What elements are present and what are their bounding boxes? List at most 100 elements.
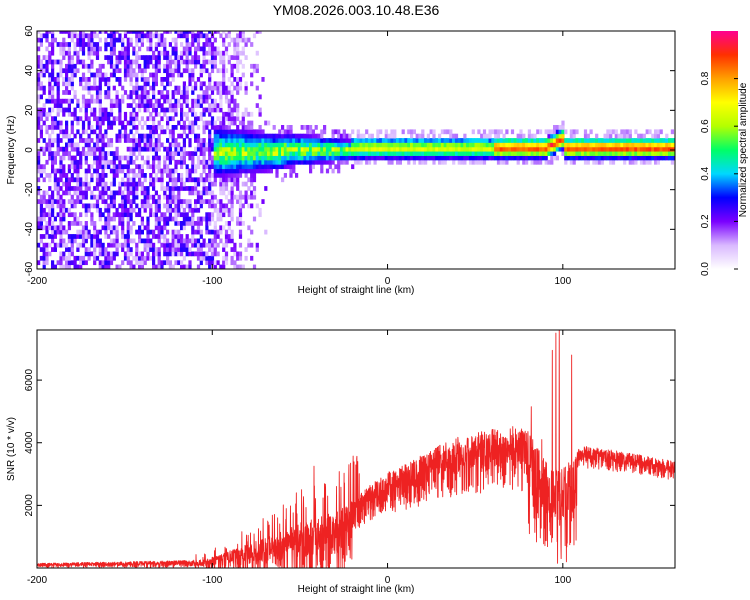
heatmap-cell [502,151,506,156]
heatmap-cell [404,146,408,152]
heatmap-cell [76,247,80,252]
heatmap-cell [272,164,276,170]
heatmap-cell [152,199,156,204]
heatmap-cell [210,116,215,122]
heatmap-cell [617,155,621,161]
heatmap-cell [645,142,649,148]
heatmap-cell [166,98,170,104]
heatmap-cell [81,190,86,196]
heatmap-cell [353,142,358,148]
heatmap-cell [519,155,523,161]
heatmap-cell [107,216,111,222]
heatmap-cell [202,190,206,196]
heatmap-cell [152,85,156,91]
heatmap-cell [510,138,515,143]
heatmap-cell [196,225,201,231]
heatmap-cell [152,177,156,183]
heatmap-cell [345,138,349,143]
heatmap-cell [222,31,226,34]
heatmap-cell [48,98,52,104]
heatmap-cell [67,42,71,47]
heatmap-cell [499,138,503,143]
heatmap-cell [62,203,66,209]
heatmap-cell [70,59,74,65]
heatmap-cell [247,164,251,170]
heatmap-cell [93,234,97,239]
heatmap-cell [76,33,80,39]
heatmap-cell [79,199,83,204]
heatmap-cell [143,194,147,200]
heatmap-cell [539,138,543,143]
heatmap-cell [95,186,100,191]
heatmap-cell [143,63,147,69]
heatmap-cell [199,159,203,165]
heatmap-cell [112,50,116,56]
heatmap-cell [126,159,130,165]
heatmap-cell [112,216,116,222]
heatmap-cell [182,59,186,65]
heatmap-cell [188,173,192,178]
heatmap-cell [118,107,122,113]
heatmap-cell [264,186,268,191]
heatmap-cell [76,168,80,174]
heatmap-cell [233,107,237,113]
heatmap-cell [146,55,150,60]
heatmap-cell [129,129,133,135]
heatmap-cell [174,159,178,165]
heatmap-cell [241,194,245,200]
heatmap-cell [457,155,461,161]
heatmap-cell [112,242,116,248]
heatmap-cell [107,90,111,95]
heatmap-cell [149,247,153,252]
heatmap-cell [600,159,604,165]
heatmap-cell [59,229,63,235]
heatmap-cell [230,120,234,126]
heatmap-cell [438,151,442,156]
heatmap-cell [208,133,212,139]
heatmap-cell [281,164,285,170]
heatmap-cell [101,190,105,196]
heatmap-cell [152,133,156,139]
heatmap-cell [202,199,206,204]
heatmap-cell [160,103,164,108]
heatmap-cell [438,155,442,161]
heatmap-cell [432,159,436,165]
heatmap-cell [177,90,181,95]
heatmap-cell [87,151,91,156]
heatmap-cell [219,142,223,148]
heatmap-cell [140,221,144,226]
heatmap-cell [45,190,49,196]
heatmap-cell [59,46,63,52]
heatmap-cell [317,133,321,139]
heatmap-cell [581,138,585,143]
heatmap-cell [171,46,175,52]
heatmap-cell [65,31,69,34]
heatmap-cell [107,142,111,148]
heatmap-cell [177,242,181,248]
heatmap-cell [205,90,209,95]
heatmap-cell [140,181,144,187]
heatmap-cell [328,151,332,156]
heatmap-cell [143,138,147,143]
heatmap-cell [126,255,130,261]
heatmap-cell [157,138,161,143]
heatmap-cell [51,199,55,204]
heatmap-cell [216,138,220,143]
heatmap-cell [182,142,186,148]
heatmap-cell [651,133,655,139]
heatmap-cell [79,194,83,200]
heatmap-cell [238,229,243,235]
heatmap-cell [126,229,130,235]
heatmap-cell [129,63,133,69]
heatmap-cell [79,31,83,34]
heatmap-cell [261,168,265,174]
heatmap-cell [51,120,55,126]
heatmap-cell [104,142,108,148]
heatmap-cell [367,146,372,152]
heatmap-cell [154,251,158,257]
heatmap-cell [79,212,83,218]
heatmap-cell [104,190,108,196]
heatmap-cell [505,151,509,156]
heatmap-cell [62,151,66,156]
heatmap-cell [241,63,245,69]
